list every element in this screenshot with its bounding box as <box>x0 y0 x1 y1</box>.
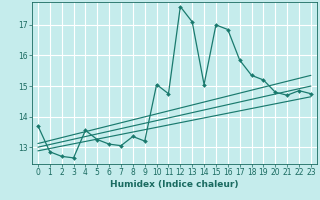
X-axis label: Humidex (Indice chaleur): Humidex (Indice chaleur) <box>110 180 239 189</box>
